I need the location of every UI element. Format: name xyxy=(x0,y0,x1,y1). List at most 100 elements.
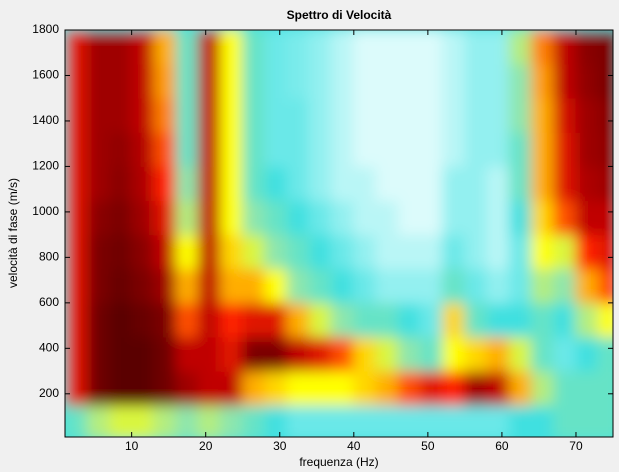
heatmap-cell xyxy=(65,302,88,338)
heatmap-cell xyxy=(197,200,222,236)
heatmap-cell xyxy=(286,370,310,406)
axes: 10 20 30 40 50 60 70 200 400 600 800 1000 1200 1400 16… xyxy=(32,22,614,453)
heatmap-cell xyxy=(375,30,399,65)
heatmap-cell xyxy=(220,30,244,65)
heatmap-cell xyxy=(197,336,222,372)
heatmap-cell xyxy=(397,268,421,304)
heatmap-cell xyxy=(153,131,177,167)
heatmap-cell xyxy=(131,404,155,437)
heatmap-cell xyxy=(331,336,355,372)
heatmap-cell xyxy=(131,336,155,372)
heatmap-cell xyxy=(486,302,510,338)
heatmap-cell xyxy=(153,404,177,437)
heatmap-cell xyxy=(308,200,333,236)
heatmap-cell xyxy=(331,404,355,437)
heatmap-cell xyxy=(286,63,310,99)
heatmap-cell xyxy=(220,234,244,270)
heatmap-cell xyxy=(375,336,399,372)
heatmap-cell xyxy=(331,131,355,167)
heatmap-cell xyxy=(531,30,555,65)
heatmap-cell xyxy=(397,30,421,65)
heatmap-cell xyxy=(108,97,133,133)
heatmap-cell xyxy=(508,336,533,372)
heatmap-cell xyxy=(531,234,555,270)
heatmap-cell xyxy=(308,370,333,406)
heatmap-cell xyxy=(153,302,177,338)
heatmap-cell xyxy=(220,404,244,437)
heatmap-cell xyxy=(65,268,88,304)
heatmap-cell xyxy=(508,200,533,236)
heatmap-cell xyxy=(442,268,466,304)
heatmap-cell xyxy=(264,165,288,202)
heatmap-cell xyxy=(419,302,444,338)
heatmap-cell xyxy=(264,404,288,437)
heatmap-cell xyxy=(464,404,488,437)
heatmap-cell xyxy=(264,302,288,338)
heatmap-cell xyxy=(442,165,466,202)
heatmap-cell xyxy=(108,370,133,406)
heatmap-cell xyxy=(508,302,533,338)
x-tick-label: 60 xyxy=(495,439,509,453)
y-tick-label: 400 xyxy=(39,340,59,354)
heatmap-cell xyxy=(575,131,599,167)
heatmap-cell xyxy=(308,97,333,133)
heatmap-cell xyxy=(397,404,421,437)
heatmap-cell xyxy=(220,200,244,236)
heatmap-cell xyxy=(308,336,333,372)
heatmap-cell xyxy=(442,336,466,372)
heatmap-cell xyxy=(597,370,613,406)
heatmap-cell xyxy=(264,63,288,99)
heatmap-cell xyxy=(375,131,399,167)
x-tick-label: 30 xyxy=(273,439,287,453)
heatmap-cell xyxy=(242,97,266,133)
heatmap-cell xyxy=(597,30,613,65)
heatmap-cell xyxy=(419,234,444,270)
heatmap-cell xyxy=(175,336,199,372)
heatmap-cell xyxy=(597,200,613,236)
heatmap-cell xyxy=(575,97,599,133)
heatmap-cell xyxy=(264,200,288,236)
heatmap-cell xyxy=(419,336,444,372)
heatmap-cell xyxy=(131,165,155,202)
heatmap-cell xyxy=(197,302,222,338)
heatmap-cell xyxy=(242,165,266,202)
heatmap-cell xyxy=(508,165,533,202)
heatmap-cell xyxy=(86,30,110,65)
heatmap-cell xyxy=(331,63,355,99)
heatmap-cell xyxy=(242,370,266,406)
heatmap-cell xyxy=(464,165,488,202)
heatmap-cell xyxy=(242,234,266,270)
heatmap-cell xyxy=(531,97,555,133)
heatmap-cell xyxy=(308,131,333,167)
heatmap-cell xyxy=(597,234,613,270)
heatmap-cell xyxy=(197,131,222,167)
heatmap-cell xyxy=(419,370,444,406)
heatmap-cell xyxy=(220,97,244,133)
heatmap-cell xyxy=(65,131,88,167)
heatmap-cell xyxy=(508,30,533,65)
heatmap-cell xyxy=(464,131,488,167)
heatmap-cell xyxy=(264,30,288,65)
heatmap-cell xyxy=(286,336,310,372)
heatmap-cell xyxy=(308,30,333,65)
y-tick-label: 600 xyxy=(39,295,59,309)
heatmap-cell xyxy=(153,165,177,202)
heatmap-cell xyxy=(197,404,222,437)
heatmap-cell xyxy=(86,63,110,99)
heatmap-cell xyxy=(65,404,88,437)
heatmap-cell xyxy=(353,97,377,133)
heatmap-cell xyxy=(108,63,133,99)
heatmap-cell xyxy=(397,97,421,133)
heatmap-cell xyxy=(442,234,466,270)
heatmap-cell xyxy=(220,370,244,406)
heatmap-cell xyxy=(553,302,577,338)
heatmap-cell xyxy=(353,30,377,65)
heatmap-cell xyxy=(464,97,488,133)
heatmap-cell xyxy=(397,234,421,270)
heatmap-cell xyxy=(597,336,613,372)
heatmap-cell xyxy=(131,302,155,338)
x-tick-label: 40 xyxy=(347,439,361,453)
heatmap-cell xyxy=(286,404,310,437)
heatmap-cell xyxy=(575,336,599,372)
